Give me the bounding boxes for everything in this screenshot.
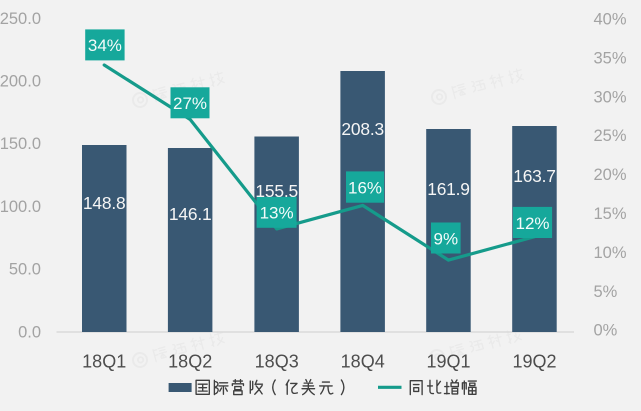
- svg-text:10%: 10%: [594, 244, 627, 262]
- svg-text:18Q2: 18Q2: [168, 352, 212, 372]
- svg-text:13%: 13%: [260, 204, 294, 223]
- svg-text:19Q2: 19Q2: [512, 352, 556, 372]
- svg-text:155.5: 155.5: [255, 181, 298, 201]
- svg-text:163.7: 163.7: [513, 166, 556, 186]
- svg-text:0%: 0%: [594, 322, 618, 340]
- svg-text:208.3: 208.3: [341, 119, 384, 139]
- svg-text:16%: 16%: [348, 178, 382, 197]
- svg-text:40%: 40%: [594, 11, 627, 29]
- svg-text:18Q1: 18Q1: [82, 352, 126, 372]
- svg-text:148.8: 148.8: [83, 193, 126, 213]
- svg-text:150.0: 150.0: [0, 135, 41, 153]
- svg-text:5%: 5%: [594, 283, 618, 301]
- svg-text:15%: 15%: [594, 205, 627, 223]
- svg-text:250.0: 250.0: [0, 10, 41, 28]
- svg-text:27%: 27%: [173, 94, 207, 113]
- svg-text:30%: 30%: [594, 88, 627, 106]
- svg-text:19Q1: 19Q1: [426, 352, 470, 372]
- svg-text:12%: 12%: [515, 214, 549, 233]
- svg-text:100.0: 100.0: [0, 198, 41, 216]
- svg-text:34%: 34%: [88, 36, 122, 55]
- svg-text:20%: 20%: [594, 166, 627, 184]
- svg-text:50.0: 50.0: [9, 261, 41, 279]
- svg-text:161.9: 161.9: [427, 179, 470, 199]
- svg-text:18Q4: 18Q4: [341, 352, 385, 372]
- svg-text:146.1: 146.1: [169, 204, 212, 224]
- svg-text:9%: 9%: [434, 229, 459, 248]
- svg-text:25%: 25%: [594, 127, 627, 145]
- svg-text:35%: 35%: [594, 49, 627, 67]
- svg-text:18Q3: 18Q3: [255, 352, 299, 372]
- svg-text:0.0: 0.0: [18, 323, 41, 341]
- svg-text:200.0: 200.0: [0, 73, 41, 91]
